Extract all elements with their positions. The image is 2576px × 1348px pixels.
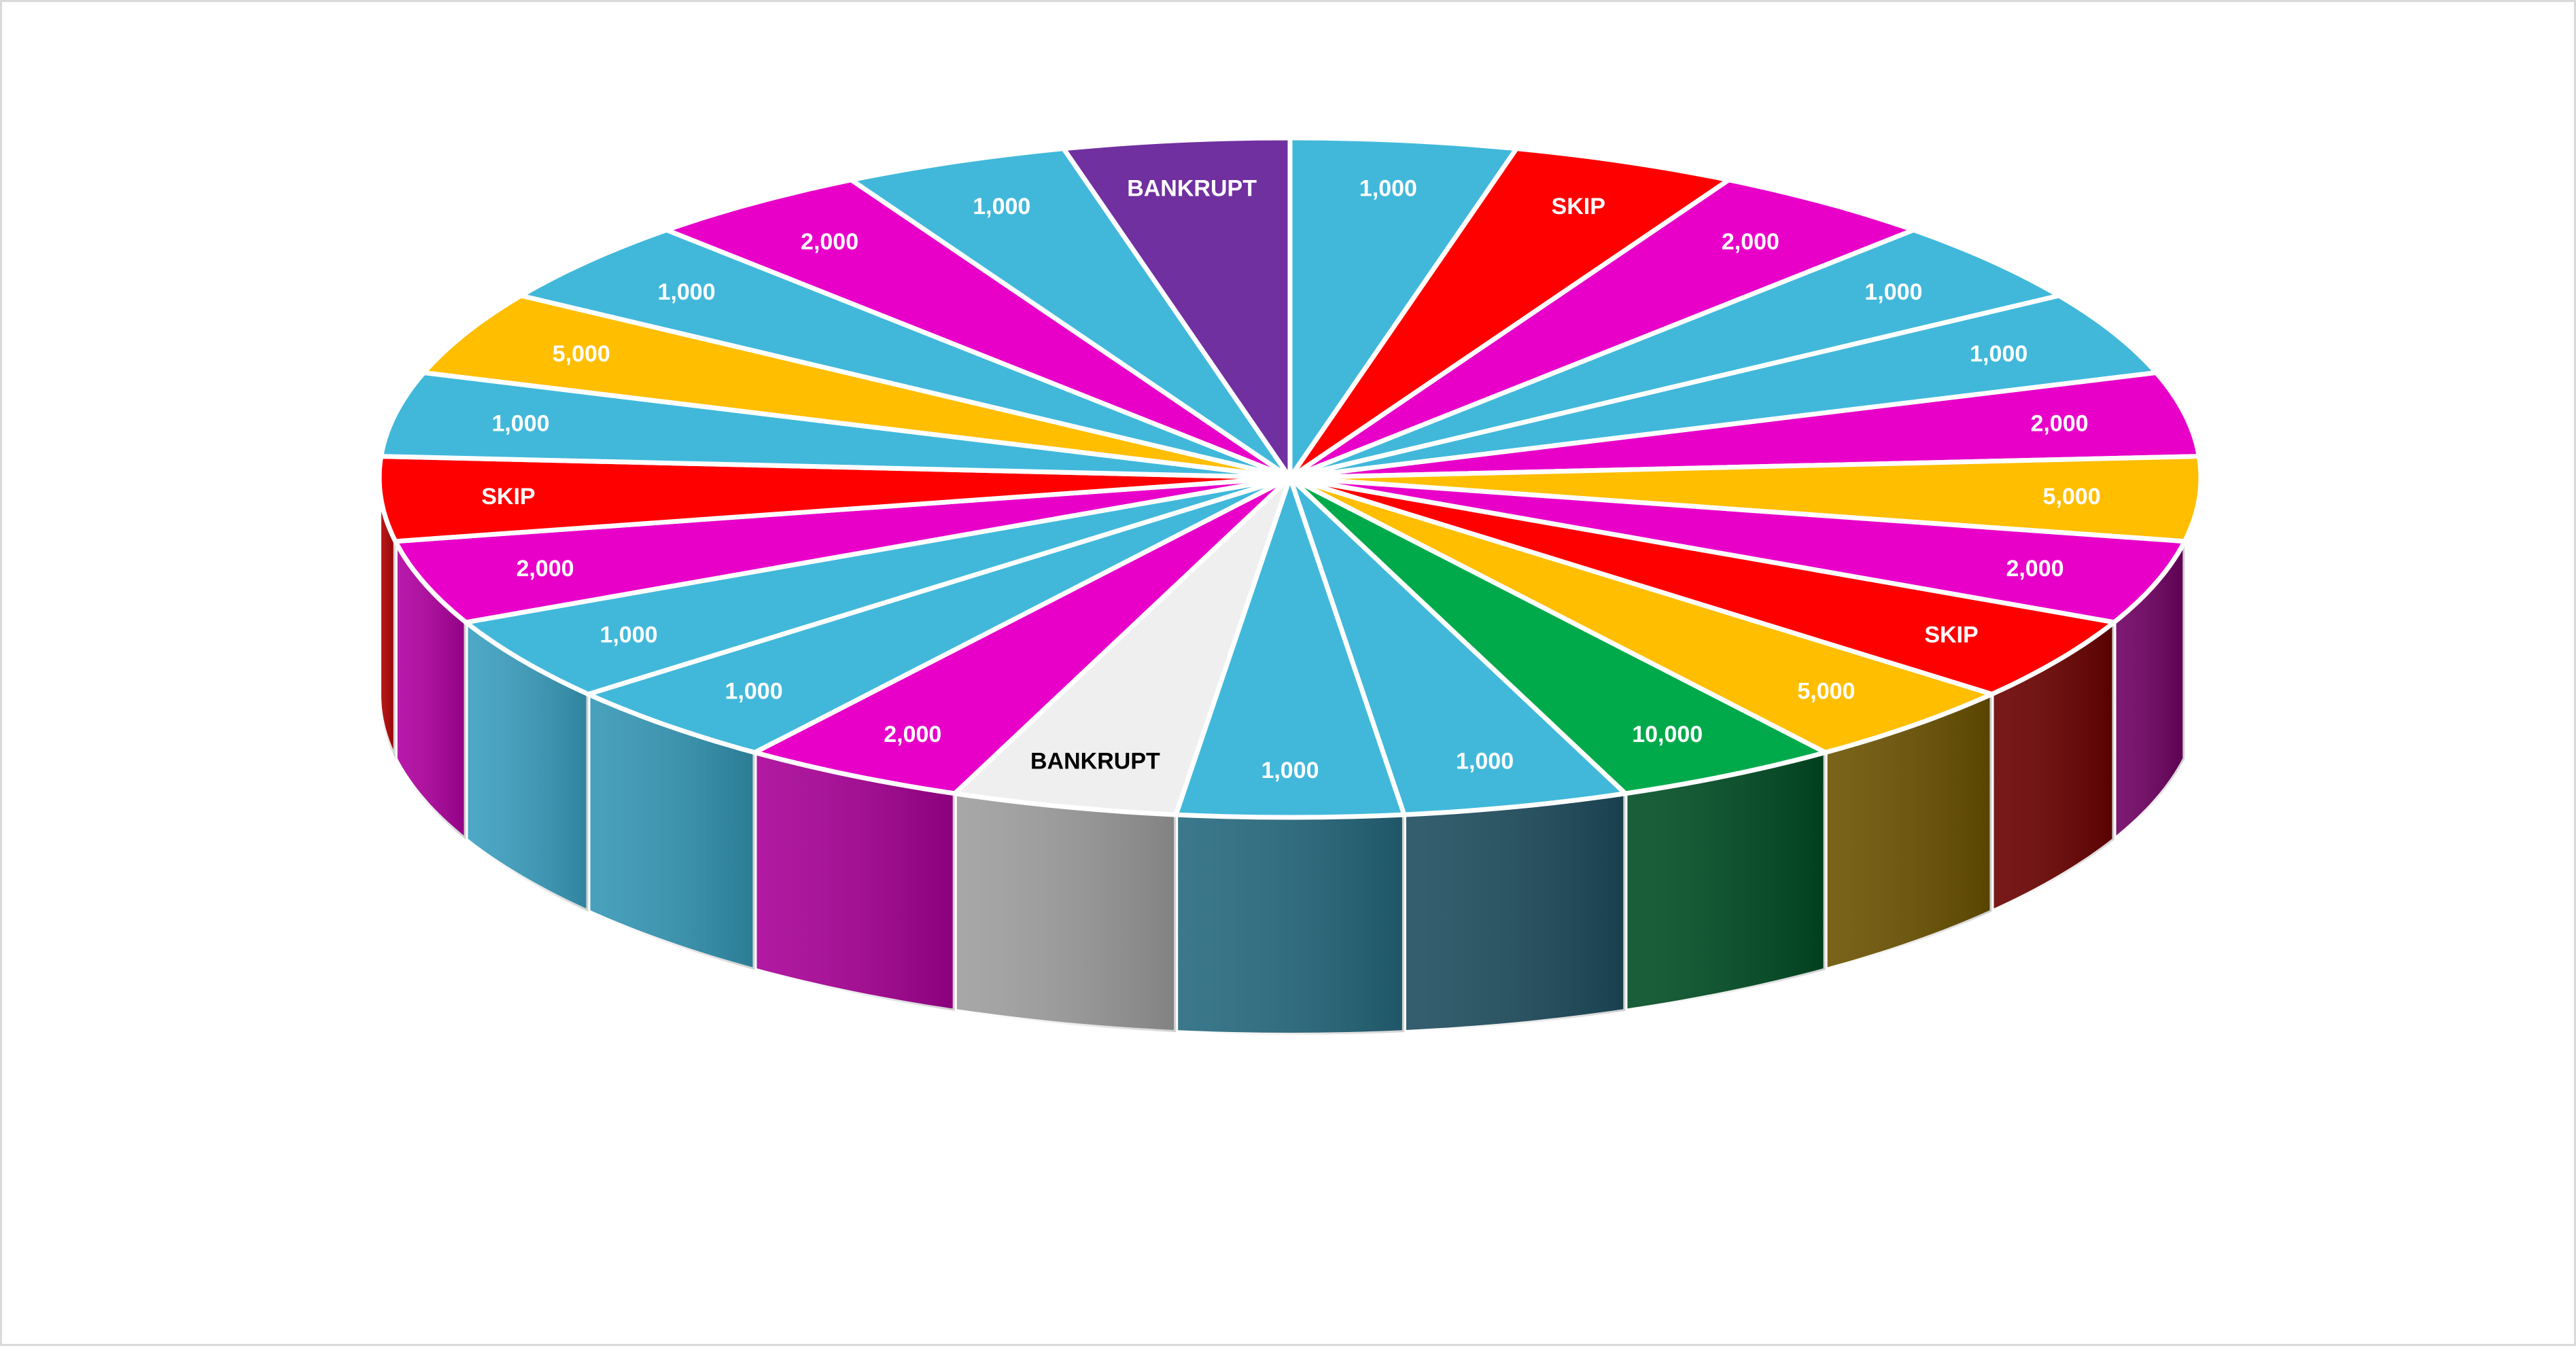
wheel-segment-label: 10,000 [1632,722,1703,747]
wheel-segment-label: 5,000 [1797,679,1855,705]
wheel-side-shade [754,752,955,1011]
wheel-segment-label: 1,000 [658,279,716,305]
wheel-segment-label: 1,000 [973,194,1030,219]
wheel-segment-label: 1,000 [1359,175,1417,201]
wheel-segment-label: BANKRUPT [1030,749,1160,775]
wheel-segment-label: 2,000 [2006,556,2064,582]
wheel-rim [377,136,2203,819]
wheel-segment-label: 2,000 [1722,229,1779,255]
wheel-side-shade [1404,793,1626,1033]
wheel-side-shade [1625,752,1826,1011]
wheel-side-shade [954,793,1177,1033]
wheel-segment-label: 2,000 [884,722,941,747]
wheel-segment-label: 5,000 [553,341,610,367]
wheel-side-shade [1176,815,1404,1035]
wheel-side-shade [1991,622,2114,912]
wheel-side-shade [2114,541,2185,840]
wheel-segment-label: BANKRUPT [1127,175,1257,201]
wheel-segment-label: 1,000 [599,622,657,648]
wheel-side-shade [466,622,589,912]
wheel-segment-label: 2,000 [801,229,858,255]
wheel-segment-label: 1,000 [1456,749,1514,775]
wheel-side-shade [588,694,755,970]
wheel-segment-label: 2,000 [516,556,574,582]
wheel-segment-label: 1,000 [1864,279,1922,305]
wheel-segment-label: SKIP [481,484,535,510]
wheel-segment-label: 1,000 [491,410,549,436]
wheel-segment-label: 2,000 [2030,410,2088,436]
wheel-side-wall [377,476,2187,1037]
wheel-segment-label: 1,000 [1970,341,2027,367]
wheel-labels: 1,000 SKIP 2,000 1,000 1,000 2,000 5,000 2,000 S… [481,175,2100,783]
wheel-segment-label: 1,000 [1261,758,1319,783]
wheel-segment-label: SKIP [1552,194,1605,219]
wheel-segment-label: 5,000 [2043,484,2101,510]
wheel-side-shade [379,478,396,759]
wheel-segment-label: SKIP [1924,622,1978,648]
wheel-side-shade [395,541,466,840]
wheel-segment-label: 1,000 [725,679,783,705]
wheel-top-face [377,135,2204,820]
wheel-side-shade [1825,694,1992,970]
